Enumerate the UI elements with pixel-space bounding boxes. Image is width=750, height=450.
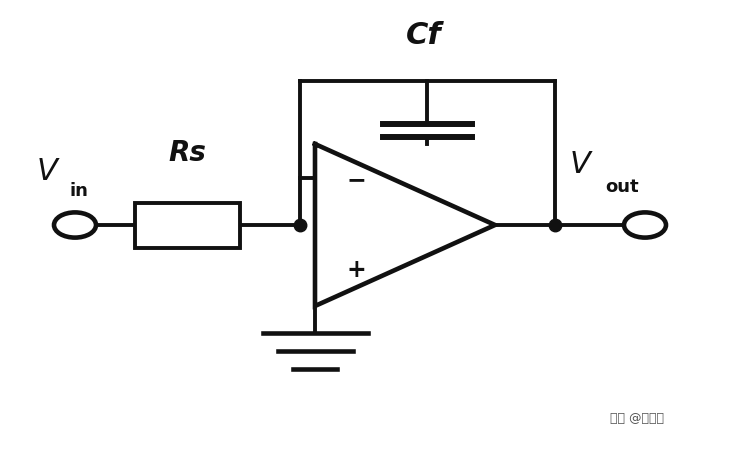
Text: +: + [346,258,366,282]
Text: 头条 @机电匠: 头条 @机电匠 [610,412,664,425]
Text: −: − [346,168,366,192]
Text: Rs: Rs [169,139,206,167]
Text: $V$: $V$ [37,157,61,185]
Text: $V$: $V$ [569,150,593,179]
Text: Cf: Cf [406,22,442,50]
Text: in: in [69,182,88,200]
Text: out: out [606,178,639,196]
Bar [135,202,240,248]
